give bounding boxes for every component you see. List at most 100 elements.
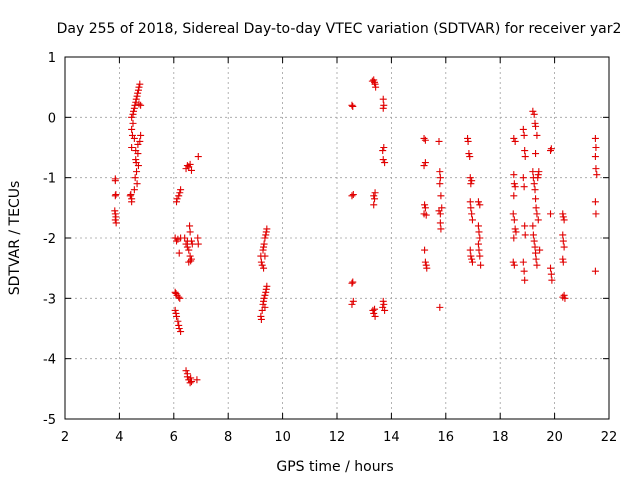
data-point	[560, 291, 568, 299]
data-point	[592, 210, 600, 218]
data-point	[137, 101, 145, 109]
data-point	[381, 159, 389, 167]
data-point	[371, 189, 379, 197]
data-point	[260, 264, 268, 272]
x-tick-label: 6	[170, 430, 178, 445]
data-point	[194, 240, 202, 248]
data-point	[379, 156, 387, 164]
data-point	[464, 137, 472, 145]
chart-title: Day 255 of 2018, Sidereal Day-to-day VTE…	[57, 21, 622, 37]
data-point	[133, 180, 141, 188]
data-point	[547, 264, 555, 272]
data-point	[510, 171, 518, 179]
data-point	[436, 210, 444, 218]
data-point	[349, 191, 357, 199]
data-point	[511, 137, 519, 145]
data-point	[132, 95, 140, 103]
x-tick-label: 18	[492, 430, 509, 445]
data-point	[510, 134, 518, 142]
data-point	[533, 261, 541, 269]
data-point	[421, 201, 429, 209]
data-point	[530, 180, 538, 188]
data-point	[128, 195, 136, 203]
data-point	[511, 225, 519, 233]
data-point	[260, 240, 268, 248]
data-point	[137, 131, 145, 139]
data-point	[380, 300, 388, 308]
data-point	[112, 219, 120, 227]
data-point	[421, 159, 429, 167]
data-point	[379, 95, 387, 103]
data-point	[263, 225, 271, 233]
data-point	[436, 303, 444, 311]
x-tick-label: 10	[274, 430, 291, 445]
data-point	[559, 213, 567, 221]
data-point	[131, 174, 139, 182]
x-tick-label: 14	[383, 430, 400, 445]
data-point	[519, 258, 527, 266]
data-point	[348, 101, 356, 109]
data-point	[521, 276, 529, 284]
data-point	[130, 134, 138, 142]
data-point	[559, 231, 567, 239]
data-point	[591, 134, 599, 142]
data-point	[436, 174, 444, 182]
x-tick-label: 4	[115, 430, 123, 445]
data-point	[548, 276, 556, 284]
data-point	[349, 102, 357, 110]
data-point	[510, 234, 518, 242]
x-tick-label: 12	[329, 430, 346, 445]
x-tick-label: 20	[546, 430, 563, 445]
data-point	[182, 240, 190, 248]
data-point	[380, 144, 388, 151]
data-point	[175, 325, 183, 332]
data-point	[183, 243, 191, 251]
data-point	[258, 261, 266, 269]
data-point	[111, 192, 119, 200]
data-point	[261, 234, 269, 242]
data-point	[173, 312, 181, 320]
data-point	[173, 195, 181, 203]
data-point	[532, 195, 540, 203]
data-point	[372, 83, 380, 91]
data-point	[468, 210, 476, 218]
data-point	[194, 153, 202, 161]
x-axis-label: GPS time / hours	[276, 459, 393, 475]
data-point	[559, 293, 567, 301]
data-point	[183, 237, 191, 245]
data-point	[510, 261, 518, 269]
data-point	[467, 204, 475, 212]
data-point	[547, 270, 555, 278]
data-point	[436, 219, 444, 227]
data-point	[529, 222, 537, 230]
data-point	[510, 180, 518, 188]
data-point	[532, 150, 540, 158]
data-point	[128, 113, 136, 121]
x-tick-label: 16	[438, 430, 455, 445]
data-point	[420, 134, 428, 142]
data-point	[519, 125, 527, 133]
data-point	[187, 378, 195, 386]
data-point	[261, 291, 269, 299]
data-point	[182, 367, 190, 375]
data-point	[475, 228, 483, 236]
data-point	[421, 258, 429, 266]
data-point	[474, 240, 482, 248]
data-point	[132, 159, 140, 167]
data-point	[175, 192, 183, 200]
data-point	[536, 246, 544, 254]
data-point	[531, 186, 539, 194]
data-point	[349, 278, 357, 286]
data-point	[260, 294, 268, 302]
data-point	[532, 249, 540, 257]
y-tick-label: -1	[43, 172, 56, 187]
data-point	[135, 100, 143, 108]
data-point	[111, 177, 119, 185]
data-point	[370, 309, 378, 317]
data-point	[176, 294, 184, 302]
data-point	[257, 315, 265, 323]
data-point	[436, 180, 444, 188]
data-point	[466, 198, 474, 206]
data-point	[468, 216, 476, 224]
